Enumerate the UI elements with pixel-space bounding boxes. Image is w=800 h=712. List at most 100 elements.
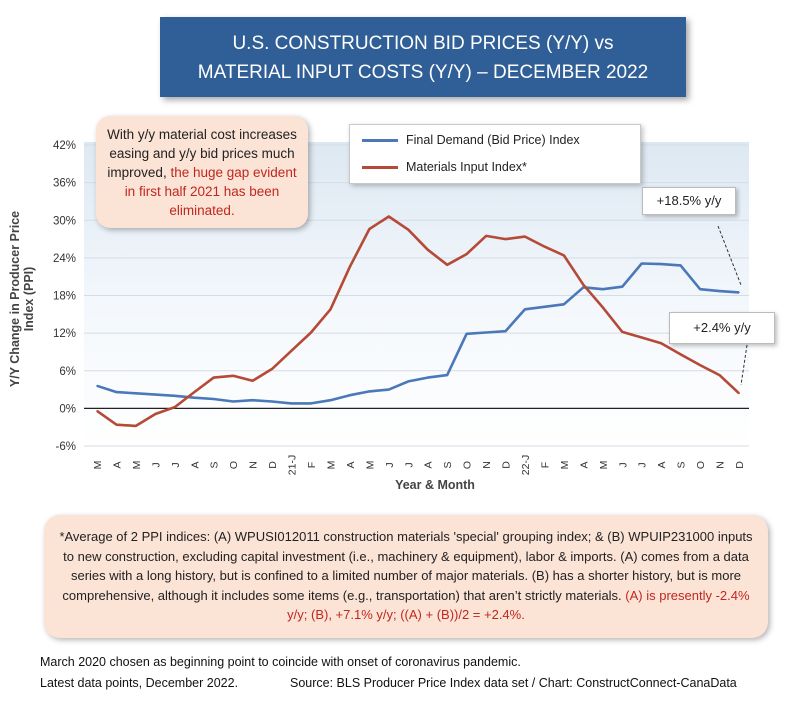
point-materials xyxy=(407,228,410,231)
chart-title-line-2: MATERIAL INPUT COSTS (Y/Y) – DECEMBER 20… xyxy=(197,62,649,83)
point-materials xyxy=(193,391,196,393)
x-tick-label: A xyxy=(189,461,201,468)
end-pointer-materials xyxy=(740,344,748,386)
point-final-demand xyxy=(621,285,624,288)
point-materials xyxy=(679,353,682,356)
legend-item-final-demand: Final Demand (Bid Price) Index xyxy=(362,133,580,147)
legend-label-final-demand: Final Demand (Bid Price) Index xyxy=(406,133,580,147)
point-materials xyxy=(212,376,215,379)
x-tick-label: M xyxy=(92,461,104,470)
point-final-demand xyxy=(349,394,351,397)
point-materials xyxy=(388,215,390,218)
x-tick-label: M xyxy=(131,461,143,470)
x-tick-label: J xyxy=(637,462,649,467)
point-final-demand xyxy=(679,264,682,267)
point-materials xyxy=(582,284,585,286)
point-materials xyxy=(621,331,624,333)
x-tick-label: D xyxy=(267,461,279,469)
x-tick-label: J xyxy=(384,462,396,467)
legend-label-materials: Materials Input Index* xyxy=(406,160,527,174)
legend-swatch-materials xyxy=(362,165,398,169)
point-materials xyxy=(504,238,507,240)
point-materials xyxy=(524,235,526,238)
point-final-demand xyxy=(407,380,410,383)
point-final-demand xyxy=(96,385,98,387)
point-final-demand xyxy=(388,388,390,391)
point-materials xyxy=(310,331,312,334)
y-tick-label: 12% xyxy=(53,328,76,340)
legend-item-materials: Materials Input Index* xyxy=(362,160,527,174)
point-final-demand xyxy=(251,399,254,402)
point-materials xyxy=(271,368,273,370)
point-materials xyxy=(96,410,98,412)
x-tick-label: 22-J xyxy=(520,455,532,475)
point-materials xyxy=(640,336,643,339)
callout-text: With y/y material cost increases easing … xyxy=(107,127,297,180)
x-tick-label: D xyxy=(734,461,746,469)
point-final-demand xyxy=(699,288,701,291)
insight-callout: With y/y material cost increases easing … xyxy=(96,116,308,228)
point-materials xyxy=(718,374,721,376)
point-final-demand xyxy=(232,400,234,403)
y-tick-label: 6% xyxy=(59,366,76,378)
x-tick-label: M xyxy=(598,461,610,470)
y-tick-label: 18% xyxy=(53,291,76,303)
x-tick-label: O xyxy=(462,461,474,469)
footer-line-2-left: Latest data points, December 2022. xyxy=(40,676,239,690)
y-tick-label: 24% xyxy=(53,253,76,265)
point-materials xyxy=(465,253,468,255)
point-final-demand xyxy=(310,402,312,405)
y-tick-label: 30% xyxy=(53,215,76,227)
x-tick-label: F xyxy=(306,462,318,468)
point-final-demand xyxy=(718,290,721,292)
point-final-demand xyxy=(640,262,643,265)
footnote-text-highlight: (A) is presently -2.4% y/y; (B), +7.1% y… xyxy=(287,587,750,623)
point-final-demand xyxy=(563,303,565,306)
point-materials xyxy=(232,374,234,377)
y-tick-label: 0% xyxy=(59,403,76,415)
point-final-demand xyxy=(174,395,176,397)
point-materials xyxy=(426,248,429,251)
y-tick-label: 42% xyxy=(53,140,76,152)
point-final-demand xyxy=(115,391,118,393)
x-tick-label: A xyxy=(656,461,668,468)
footer-source: Source: BLS Producer Price Index data se… xyxy=(290,676,737,690)
point-final-demand xyxy=(290,402,293,405)
point-materials xyxy=(602,306,604,309)
chart-title-line-1: U.S. CONSTRUCTION BID PRICES (Y/Y) vs xyxy=(232,33,614,54)
x-axis-label: Year & Month xyxy=(395,478,475,492)
footnote-text: *Average of 2 PPI indices: (A) WPUSI0120… xyxy=(59,529,753,603)
x-tick-label: M xyxy=(364,461,376,470)
x-tick-label: S xyxy=(442,461,454,468)
x-tick-label: O xyxy=(228,461,240,469)
point-final-demand xyxy=(446,374,448,376)
point-materials xyxy=(543,245,546,248)
series-line-final-demand xyxy=(96,262,740,405)
chart-title-banner: U.S. CONSTRUCTION BID PRICES (Y/Y) vs MA… xyxy=(160,17,686,97)
y-tick-label: 36% xyxy=(53,178,76,190)
x-tick-label: A xyxy=(578,461,590,468)
series-line-materials xyxy=(96,215,740,428)
y-axis-label: Y/Y Change in Producer Price Index (PPI) xyxy=(8,210,36,388)
point-materials xyxy=(115,423,118,426)
x-tick-label: D xyxy=(501,461,513,469)
x-tick-label: J xyxy=(403,462,415,467)
x-tick-label: M xyxy=(559,461,571,470)
x-tick-label: O xyxy=(695,461,707,469)
point-materials xyxy=(485,235,487,237)
x-tick-label: J xyxy=(150,462,162,467)
point-final-demand xyxy=(271,400,273,403)
x-tick-label: N xyxy=(715,461,727,469)
point-final-demand xyxy=(485,331,487,334)
point-materials xyxy=(135,425,137,427)
x-tick-label: 21-J xyxy=(287,455,299,475)
point-materials xyxy=(368,228,371,230)
x-tick-label: N xyxy=(248,461,260,469)
point-final-demand xyxy=(212,398,215,400)
point-final-demand xyxy=(154,393,157,396)
point-final-demand xyxy=(738,291,740,294)
x-tick-label: J xyxy=(170,462,182,467)
point-materials xyxy=(290,349,293,352)
x-tick-label: S xyxy=(676,461,688,468)
x-tick-label: A xyxy=(423,461,435,468)
